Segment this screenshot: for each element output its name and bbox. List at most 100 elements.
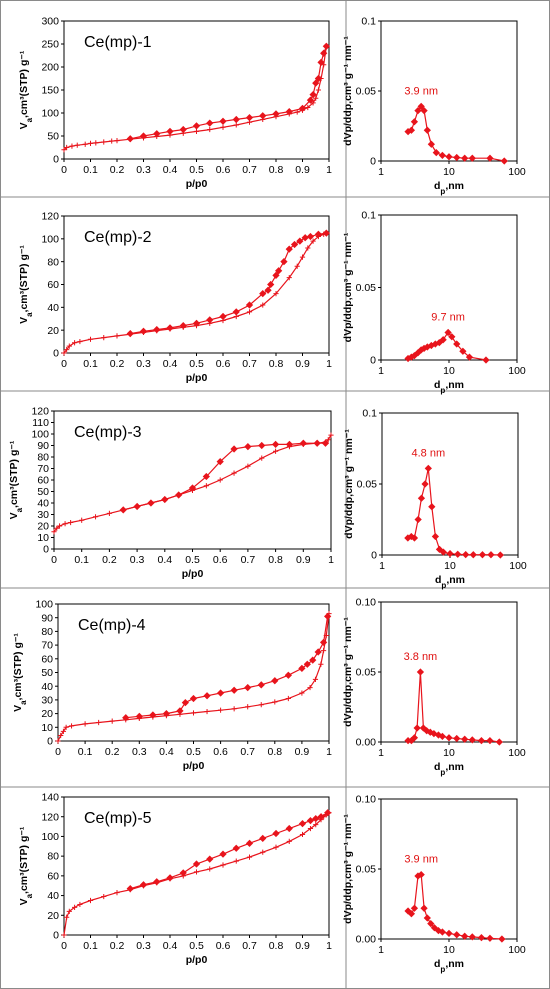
y-axis-label: dVp/ddp,cm³ g⁻¹ nm⁻¹ — [342, 36, 354, 146]
x-axis-label: dp,nm — [434, 180, 464, 196]
x-tick-label: 0.6 — [213, 554, 228, 566]
data-point — [459, 347, 467, 355]
x-tick-label: 0.2 — [110, 164, 125, 176]
data-point — [126, 135, 134, 143]
data-point — [312, 815, 320, 823]
data-point — [461, 154, 469, 162]
data-point — [233, 122, 239, 128]
y-tick-label: 110 — [32, 417, 49, 429]
x-tick-label: 10 — [443, 747, 455, 759]
x-tick-label: 1 — [378, 747, 384, 759]
data-point — [305, 104, 311, 111]
y-tick-label: 30 — [37, 509, 49, 521]
x-axis-label: dp,nm — [434, 958, 464, 974]
x-axis-label: p/p0 — [183, 760, 205, 772]
data-point — [166, 874, 174, 882]
y-axis-label: Va,cm³(STP) g⁻¹ — [18, 50, 34, 129]
y-tick-label: 80 — [47, 256, 59, 268]
data-point — [424, 464, 432, 473]
x-axis-label: dp,nm — [435, 574, 465, 590]
data-point — [299, 439, 307, 447]
data-point — [64, 144, 70, 151]
y-axis-label: Va,cm³(STP) g⁻¹ — [8, 440, 24, 519]
y-axis-label: dVp/ddp,cm³ g⁻¹ nm⁻¹ — [343, 429, 355, 539]
data-point — [431, 532, 440, 541]
data-point — [206, 855, 214, 863]
x-axis-label: dp,nm — [434, 379, 464, 395]
x-tick-label: 0.5 — [186, 746, 201, 758]
data-point — [315, 87, 321, 93]
data-point — [430, 924, 439, 932]
data-point — [233, 858, 239, 864]
data-point — [68, 723, 75, 729]
data-point — [82, 721, 88, 727]
data-point — [486, 154, 494, 162]
data-point — [445, 153, 453, 161]
data-point — [445, 929, 453, 938]
y-tick-label: 0 — [53, 154, 59, 166]
data-point — [244, 683, 252, 692]
x-tick-label: 0.1 — [83, 164, 98, 176]
data-point — [61, 932, 67, 938]
x-tick-label: 0.2 — [105, 746, 120, 758]
data-point — [299, 831, 306, 838]
data-point — [68, 519, 74, 526]
data-point — [306, 817, 315, 825]
series-line-1 — [63, 46, 327, 151]
x-tick-label: 1 — [378, 365, 384, 377]
data-point — [462, 550, 470, 559]
data-point — [259, 455, 265, 461]
data-point — [64, 914, 70, 920]
data-point — [77, 338, 83, 345]
data-point — [320, 49, 328, 57]
data-point — [176, 707, 184, 715]
data-point — [66, 908, 72, 914]
x-tick-label: 100 — [508, 365, 526, 377]
data-point — [216, 457, 224, 466]
data-point — [126, 885, 134, 893]
data-point — [153, 325, 161, 334]
x-tick-label: 10 — [443, 944, 455, 956]
data-point — [487, 551, 495, 559]
data-point — [426, 728, 434, 736]
data-point — [106, 510, 112, 516]
data-point — [217, 477, 223, 483]
data-point — [114, 138, 120, 144]
data-point — [139, 132, 148, 140]
x-tick-label: 0.7 — [242, 358, 257, 370]
data-point — [147, 499, 155, 507]
data-point — [306, 96, 315, 104]
x-tick-label: 0.7 — [242, 164, 257, 176]
data-point — [317, 58, 325, 67]
data-point — [72, 340, 78, 346]
data-point — [438, 928, 447, 936]
chart-panel-5: 0 0.1 0.2 0.3 0.4 0.5 0.6 0.7 0.8 0.9 101020304050… — [8, 406, 334, 580]
y-tick-label: 0 — [370, 355, 376, 367]
data-point — [313, 822, 319, 828]
plot-frame — [380, 214, 518, 361]
data-point — [454, 550, 462, 558]
x-tick-label: 0.3 — [136, 940, 151, 952]
series-line-1 — [57, 613, 330, 742]
x-tick-label: 1 — [328, 554, 334, 566]
data-point — [417, 102, 425, 111]
chart-panel-7: 0 0.1 0.2 0.3 0.4 0.5 0.6 0.7 0.8 0.9 101020304050… — [12, 599, 332, 772]
data-point — [434, 926, 443, 935]
data-point — [153, 878, 161, 886]
x-tick-label: 0 — [55, 746, 61, 758]
data-point — [407, 910, 416, 918]
y-tick-label: 90 — [41, 612, 53, 624]
data-point — [114, 333, 120, 339]
data-point — [468, 933, 476, 941]
data-point — [324, 809, 332, 817]
data-point — [258, 441, 266, 450]
x-tick-label: 0.6 — [216, 358, 231, 370]
data-point — [310, 100, 316, 106]
y-tick-label: 150 — [41, 85, 59, 97]
y-tick-label: 70 — [37, 463, 49, 475]
data-point — [260, 302, 266, 308]
data-point — [410, 904, 419, 912]
data-point — [206, 316, 214, 324]
sample-label: Ce(mp)-5 — [84, 810, 152, 827]
